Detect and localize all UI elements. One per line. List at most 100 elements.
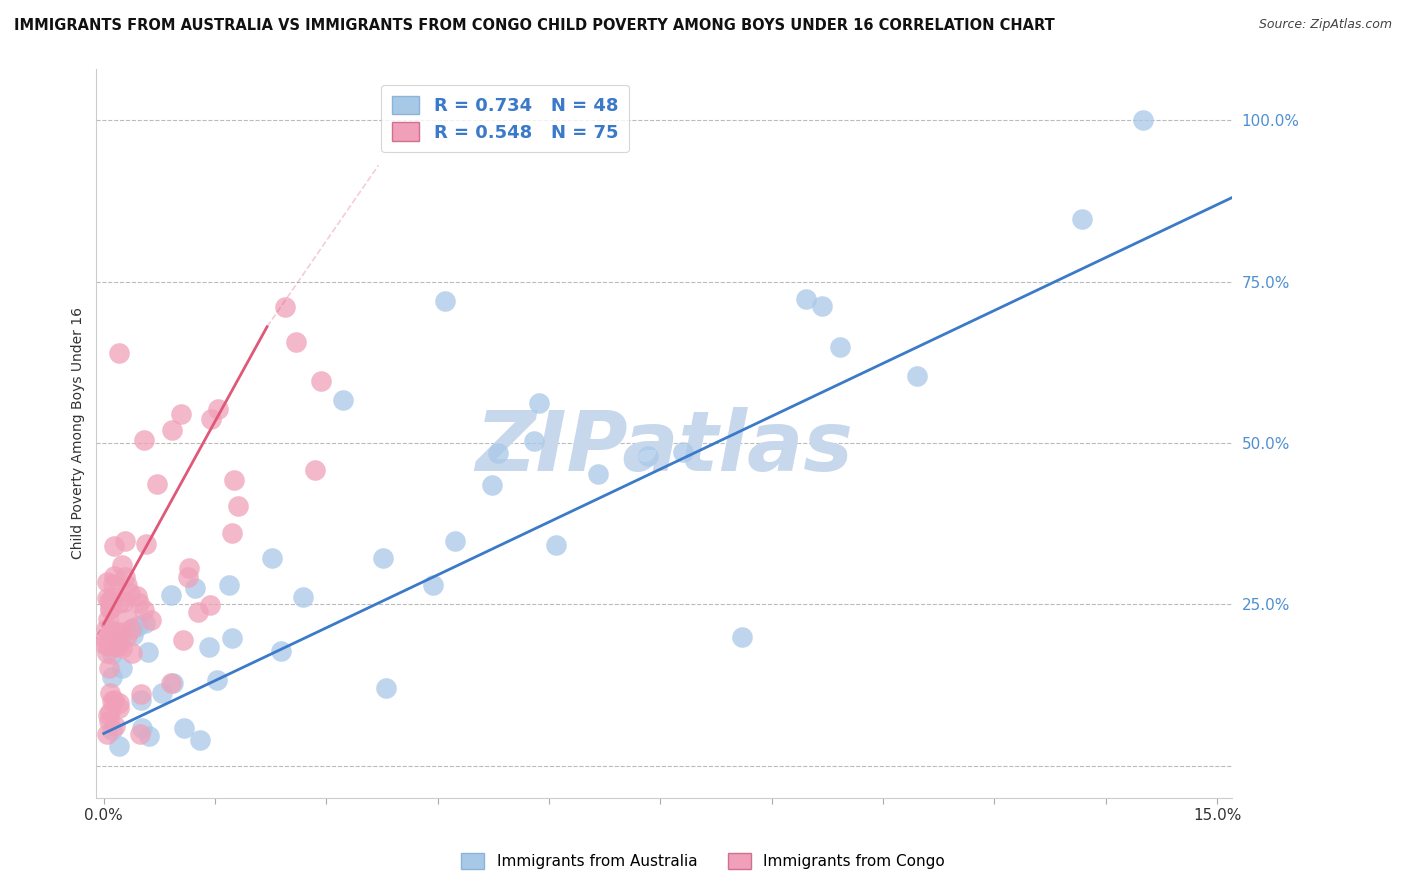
Point	[131, 722, 153, 736]
Point	[129, 727, 152, 741]
Legend: R = 0.734   N = 48, R = 0.548   N = 75: R = 0.734 N = 48, R = 0.548 N = 75	[381, 85, 628, 153]
Y-axis label: Child Poverty Among Boys Under 16: Child Poverty Among Boys Under 16	[72, 307, 86, 559]
Point	[274, 300, 297, 314]
Point	[108, 596, 131, 610]
Point	[101, 625, 124, 640]
Point	[828, 340, 851, 354]
Point	[198, 598, 221, 612]
Point	[184, 581, 207, 595]
Point	[129, 692, 152, 706]
Point	[159, 675, 181, 690]
Point	[637, 449, 659, 463]
Point	[187, 605, 209, 619]
Point	[105, 640, 128, 654]
Point	[121, 628, 143, 642]
Point	[135, 537, 157, 551]
Point	[108, 634, 131, 648]
Point	[101, 630, 124, 644]
Point	[905, 369, 928, 384]
Point	[98, 686, 121, 700]
Point	[523, 434, 546, 449]
Point	[104, 629, 127, 643]
Point	[588, 467, 610, 481]
Point	[98, 633, 121, 648]
Point	[104, 719, 127, 733]
Point	[111, 558, 134, 573]
Point	[173, 721, 195, 735]
Text: IMMIGRANTS FROM AUSTRALIA VS IMMIGRANTS FROM CONGO CHILD POVERTY AMONG BOYS UNDE: IMMIGRANTS FROM AUSTRALIA VS IMMIGRANTS …	[14, 18, 1054, 33]
Point	[103, 568, 125, 582]
Point	[121, 647, 143, 661]
Point	[132, 602, 155, 616]
Point	[159, 589, 181, 603]
Point	[481, 478, 503, 492]
Point	[111, 661, 134, 675]
Point	[794, 292, 817, 306]
Point	[129, 687, 152, 701]
Point	[114, 533, 136, 548]
Point	[101, 590, 124, 604]
Point	[304, 463, 326, 477]
Point	[115, 629, 138, 643]
Point	[115, 612, 138, 626]
Point	[97, 639, 120, 653]
Point	[139, 613, 162, 627]
Point	[138, 729, 160, 743]
Point	[672, 445, 695, 459]
Point	[101, 576, 124, 591]
Point	[101, 670, 124, 684]
Point	[170, 407, 193, 421]
Point	[108, 700, 131, 714]
Point	[125, 590, 148, 604]
Point	[128, 596, 150, 610]
Point	[205, 673, 228, 688]
Point	[527, 396, 550, 410]
Point	[103, 693, 125, 707]
Text: ZIPatlas: ZIPatlas	[475, 408, 853, 489]
Point	[98, 594, 121, 608]
Point	[207, 402, 229, 417]
Point	[444, 533, 467, 548]
Point	[136, 645, 159, 659]
Point	[120, 622, 142, 636]
Point	[134, 615, 156, 630]
Point	[150, 686, 173, 700]
Point	[114, 570, 136, 584]
Point	[94, 632, 117, 646]
Point	[97, 708, 120, 723]
Point	[285, 334, 308, 349]
Point	[122, 621, 145, 635]
Point	[332, 392, 354, 407]
Point	[127, 618, 149, 632]
Point	[188, 733, 211, 747]
Point	[177, 569, 200, 583]
Point	[374, 681, 396, 696]
Point	[811, 299, 834, 313]
Point	[221, 525, 243, 540]
Text: Source: ZipAtlas.com: Source: ZipAtlas.com	[1258, 18, 1392, 31]
Point	[160, 423, 183, 437]
Point	[371, 550, 394, 565]
Point	[96, 646, 118, 660]
Point	[98, 602, 121, 616]
Point	[309, 375, 332, 389]
Point	[96, 574, 118, 589]
Point	[101, 723, 124, 737]
Point	[221, 631, 243, 645]
Point	[197, 640, 219, 655]
Point	[1071, 212, 1094, 227]
Point	[731, 630, 754, 644]
Point	[177, 561, 200, 575]
Point	[228, 499, 250, 513]
Point	[118, 586, 141, 600]
Point	[103, 539, 125, 553]
Point	[546, 538, 568, 552]
Point	[100, 705, 122, 719]
Point	[291, 590, 314, 604]
Point	[96, 591, 118, 605]
Point	[96, 726, 118, 740]
Point	[101, 647, 124, 661]
Point	[107, 640, 129, 654]
Point	[200, 412, 222, 426]
Point	[98, 639, 121, 653]
